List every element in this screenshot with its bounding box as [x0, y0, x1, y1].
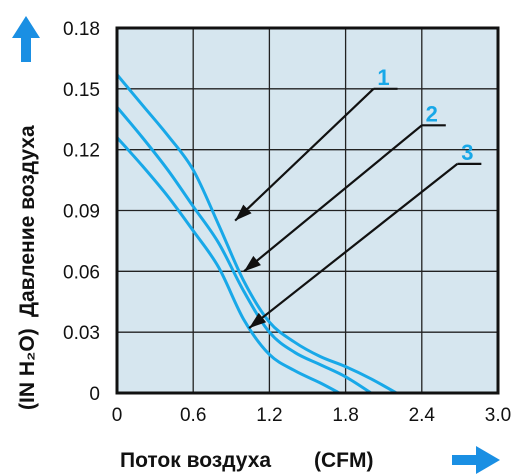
x-tick-label: 0.6	[180, 405, 206, 426]
y-tick-label: 0.06	[63, 262, 100, 283]
x-axis-label: Поток воздуха	[120, 449, 271, 472]
series-lines	[117, 73, 398, 393]
plot-frame	[115, 26, 500, 395]
series-line-1	[117, 73, 398, 393]
y-axis-label: Давление воздуха	[16, 125, 39, 317]
y-tick-label: 0.03	[63, 323, 100, 344]
callout-arrowhead	[235, 204, 252, 221]
x-tick-label: 1.8	[332, 405, 358, 426]
x-tick-label: 3.0	[485, 405, 511, 426]
callout-leader-line	[243, 124, 423, 273]
curve-callouts: 1 23	[234, 65, 482, 329]
y-tick-label: 0.18	[63, 19, 100, 40]
x-axis-arrow-icon	[452, 446, 500, 474]
x-tick-label: 0	[112, 405, 123, 426]
callout-arrowhead	[249, 312, 267, 329]
series-line-2	[117, 106, 372, 393]
y-tick-label: 0.15	[63, 80, 100, 101]
y-tick-label: 0	[89, 384, 100, 405]
y-tick-label: 0.12	[63, 141, 100, 162]
y-tick-labels: 0 0.03 0.06 0.09 0.12 0.15 0.18	[63, 19, 100, 405]
y-axis-unit: (IN H₂O)	[16, 328, 39, 410]
callout-label-3: 3	[461, 140, 473, 165]
callout-label-1: 1	[377, 65, 389, 90]
grid-lines	[116, 27, 499, 394]
callout-leader-line	[234, 88, 375, 222]
y-axis-arrow-icon	[12, 16, 40, 62]
callout-label-2: 2	[426, 101, 438, 126]
callout-arrowhead	[244, 255, 261, 272]
x-axis-unit: (CFM)	[314, 449, 373, 472]
x-tick-label: 2.4	[409, 405, 436, 426]
x-tick-label: 1.2	[256, 405, 282, 426]
y-tick-label: 0.09	[63, 202, 100, 223]
y-axis-title: (IN H₂O) Давление воздуха	[16, 125, 39, 410]
callout-leader-line	[248, 162, 459, 329]
series-line-3	[117, 136, 340, 393]
x-tick-labels: 0 0.6 1.2 1.8 2.4 3.0	[112, 405, 512, 426]
